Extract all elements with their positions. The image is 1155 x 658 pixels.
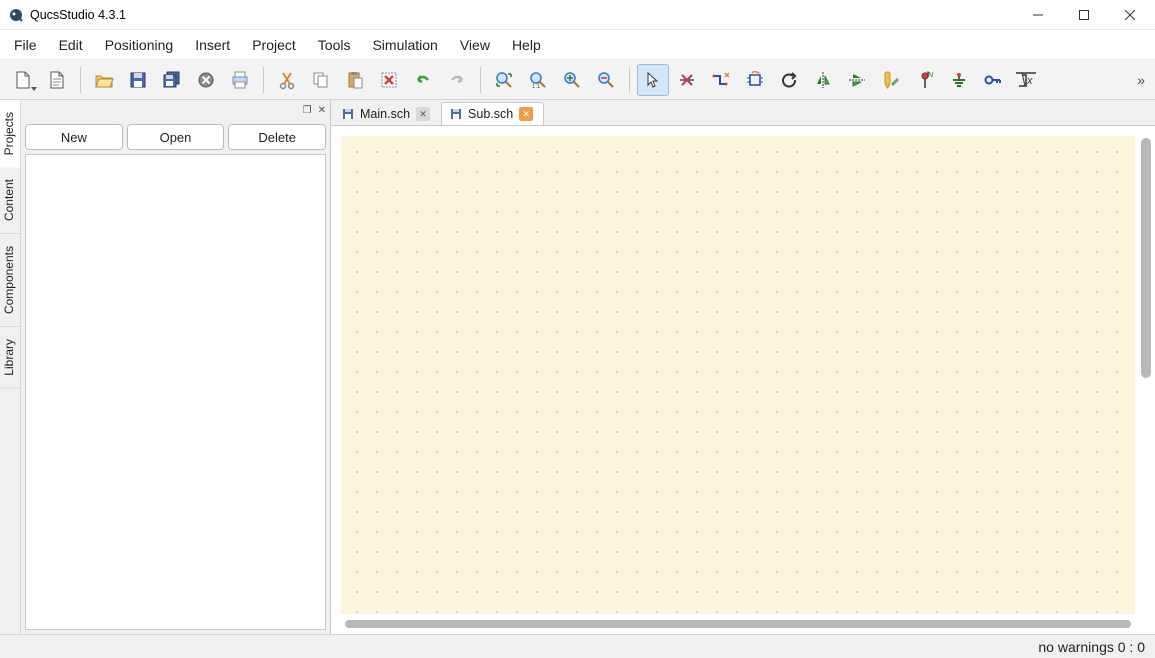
- new-text-button[interactable]: [41, 64, 73, 96]
- open-button[interactable]: [88, 64, 120, 96]
- close-button[interactable]: [1107, 0, 1153, 30]
- cut-button[interactable]: [271, 64, 303, 96]
- side-tab-strip: Projects Content Components Library: [0, 100, 21, 634]
- menu-insert[interactable]: Insert: [185, 33, 240, 57]
- minimize-button[interactable]: [1015, 0, 1061, 30]
- redo-button[interactable]: [441, 64, 473, 96]
- dropdown-arrow-icon: [31, 87, 37, 91]
- mirror-vertical-button[interactable]: [807, 64, 839, 96]
- menu-edit[interactable]: Edit: [49, 33, 93, 57]
- save-all-button[interactable]: [156, 64, 188, 96]
- window-controls: [1015, 0, 1153, 30]
- ground-button[interactable]: [943, 64, 975, 96]
- horizontal-scrollbar[interactable]: [345, 620, 1131, 628]
- save-button[interactable]: [122, 64, 154, 96]
- equation-button[interactable]: x: [1011, 64, 1043, 96]
- print-button[interactable]: [224, 64, 256, 96]
- zoom-out-button[interactable]: [590, 64, 622, 96]
- new-file-button[interactable]: [7, 64, 39, 96]
- menu-project[interactable]: Project: [242, 33, 306, 57]
- panel-button-row: New Open Delete: [25, 124, 326, 150]
- wire-tool-button[interactable]: [705, 64, 737, 96]
- panel-close-button[interactable]: ✕: [318, 105, 326, 116]
- panel-open-button[interactable]: Open: [127, 124, 225, 150]
- toolbar: 1:1 N x »: [0, 60, 1155, 100]
- tab-close-button[interactable]: ✕: [416, 107, 430, 121]
- side-tab-components[interactable]: Components: [0, 234, 20, 327]
- paste-button[interactable]: [339, 64, 371, 96]
- zoom-in-button[interactable]: [556, 64, 588, 96]
- toolbar-overflow-button[interactable]: »: [1133, 72, 1149, 88]
- menu-tools[interactable]: Tools: [308, 33, 361, 57]
- menu-positioning[interactable]: Positioning: [95, 33, 184, 57]
- zoom-fit-button[interactable]: [488, 64, 520, 96]
- undo-button[interactable]: [407, 64, 439, 96]
- panel-header: ❐ ✕: [21, 100, 330, 120]
- main-body: Projects Content Components Library ❐ ✕ …: [0, 100, 1155, 634]
- close-doc-button[interactable]: [190, 64, 222, 96]
- side-tab-library[interactable]: Library: [0, 327, 20, 389]
- app-icon: [8, 7, 24, 23]
- project-list[interactable]: [25, 154, 326, 630]
- schematic-canvas[interactable]: [341, 136, 1135, 614]
- document-tab-bar: Main.sch ✕ Sub.sch ✕: [331, 100, 1155, 126]
- tab-close-button[interactable]: ✕: [519, 107, 533, 121]
- document-tab-label: Sub.sch: [468, 107, 513, 121]
- toolbar-separator: [263, 67, 264, 93]
- marker-button[interactable]: [875, 64, 907, 96]
- subcircuit-button[interactable]: [739, 64, 771, 96]
- pointer-tool-button[interactable]: [637, 64, 669, 96]
- key-button[interactable]: [977, 64, 1009, 96]
- maximize-button[interactable]: [1061, 0, 1107, 30]
- delete-wire-button[interactable]: [671, 64, 703, 96]
- svg-text:1:1: 1:1: [532, 84, 541, 90]
- menu-simulation[interactable]: Simulation: [362, 33, 447, 57]
- document-tab-main[interactable]: Main.sch ✕: [333, 102, 441, 125]
- menu-view[interactable]: View: [450, 33, 500, 57]
- disk-icon: [450, 108, 462, 120]
- toolbar-separator: [480, 67, 481, 93]
- copy-button[interactable]: [305, 64, 337, 96]
- window-title: QucsStudio 4.3.1: [30, 8, 1015, 22]
- title-bar: QucsStudio 4.3.1: [0, 0, 1155, 30]
- mirror-horizontal-button[interactable]: [841, 64, 873, 96]
- toolbar-separator: [629, 67, 630, 93]
- zoom-100-button[interactable]: 1:1: [522, 64, 554, 96]
- menu-file[interactable]: File: [4, 33, 47, 57]
- rotate-button[interactable]: [773, 64, 805, 96]
- port-button[interactable]: N: [909, 64, 941, 96]
- delete-selection-button[interactable]: [373, 64, 405, 96]
- editor-area: Main.sch ✕ Sub.sch ✕: [331, 100, 1155, 634]
- document-tab-label: Main.sch: [360, 107, 410, 121]
- canvas-viewport: [331, 126, 1155, 634]
- panel-float-button[interactable]: ❐: [303, 105, 312, 116]
- menu-bar: File Edit Positioning Insert Project Too…: [0, 30, 1155, 60]
- status-text: no warnings 0 : 0: [1038, 639, 1145, 655]
- menu-help[interactable]: Help: [502, 33, 551, 57]
- status-bar: no warnings 0 : 0: [0, 634, 1155, 658]
- disk-icon: [342, 108, 354, 120]
- side-tab-content[interactable]: Content: [0, 167, 20, 234]
- panel-delete-button[interactable]: Delete: [228, 124, 326, 150]
- document-tab-sub[interactable]: Sub.sch ✕: [441, 102, 544, 125]
- side-panel: ❐ ✕ New Open Delete: [21, 100, 331, 634]
- vertical-scrollbar[interactable]: [1141, 138, 1151, 378]
- svg-text:x: x: [1026, 75, 1033, 87]
- panel-body: New Open Delete: [21, 120, 330, 634]
- toolbar-separator: [80, 67, 81, 93]
- panel-new-button[interactable]: New: [25, 124, 123, 150]
- side-tab-projects[interactable]: Projects: [0, 100, 20, 167]
